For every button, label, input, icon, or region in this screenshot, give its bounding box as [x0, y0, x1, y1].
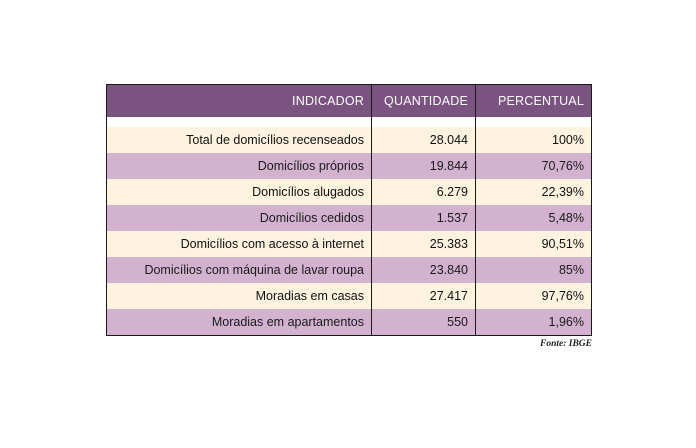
header-indicator: INDICADOR: [292, 94, 364, 108]
percent-cell: 85%: [475, 257, 591, 283]
header-quantity: QUANTIDADE: [371, 85, 475, 117]
indicator-cell: Moradias em apartamentos: [211, 315, 364, 329]
percent-cell: 90,51%: [475, 231, 591, 257]
indicator-cell: Domicílios com máquina de lavar roupa: [144, 263, 364, 277]
quantity-cell: 28.044: [371, 127, 475, 153]
indicator-cell: Domicílios alugados: [252, 185, 364, 199]
table-header-row: INDICADOR QUANTIDADE PERCENTUAL: [107, 85, 591, 117]
source-caption: Fonte: IBGE: [540, 339, 592, 349]
indicator-cell: Moradias em casas: [255, 289, 364, 303]
table-row: Domicílios cedidos 1.537 5,48%: [107, 205, 591, 231]
quantity-cell: 25.383: [371, 231, 475, 257]
indicator-cell: Total de domicílios recenseados: [186, 133, 364, 147]
quantity-cell: 550: [371, 309, 475, 335]
quantity-cell: 19.844: [371, 153, 475, 179]
indicator-cell: Domicílios com acesso à internet: [180, 237, 364, 251]
table-row: Domicílios com máquina de lavar roupa 23…: [107, 257, 591, 283]
data-table: INDICADOR QUANTIDADE PERCENTUAL Total de…: [106, 84, 592, 336]
table-row: Moradias em casas 27.417 97,76%: [107, 283, 591, 309]
spacer-cell: [371, 117, 475, 127]
percent-cell: 5,48%: [475, 205, 591, 231]
table-row: Moradias em apartamentos 550 1,96%: [107, 309, 591, 335]
table-row: Domicílios com acesso à internet 25.383 …: [107, 231, 591, 257]
percent-cell: 22,39%: [475, 179, 591, 205]
indicator-cell: Domicílios cedidos: [259, 211, 364, 225]
spacer-cell: [475, 117, 591, 127]
table-row: Domicílios alugados 6.279 22,39%: [107, 179, 591, 205]
indicator-cell: Domicílios próprios: [257, 159, 364, 173]
quantity-cell: 27.417: [371, 283, 475, 309]
quantity-cell: 1.537: [371, 205, 475, 231]
percent-cell: 100%: [475, 127, 591, 153]
quantity-cell: 23.840: [371, 257, 475, 283]
percent-cell: 97,76%: [475, 283, 591, 309]
table-row: Domicílios próprios 19.844 70,76%: [107, 153, 591, 179]
spacer-cell: [107, 117, 371, 127]
percent-cell: 70,76%: [475, 153, 591, 179]
percent-cell: 1,96%: [475, 309, 591, 335]
header-percent: PERCENTUAL: [475, 85, 591, 117]
table-row: Total de domicílios recenseados 28.044 1…: [107, 127, 591, 153]
header-spacer: [107, 117, 591, 127]
quantity-cell: 6.279: [371, 179, 475, 205]
